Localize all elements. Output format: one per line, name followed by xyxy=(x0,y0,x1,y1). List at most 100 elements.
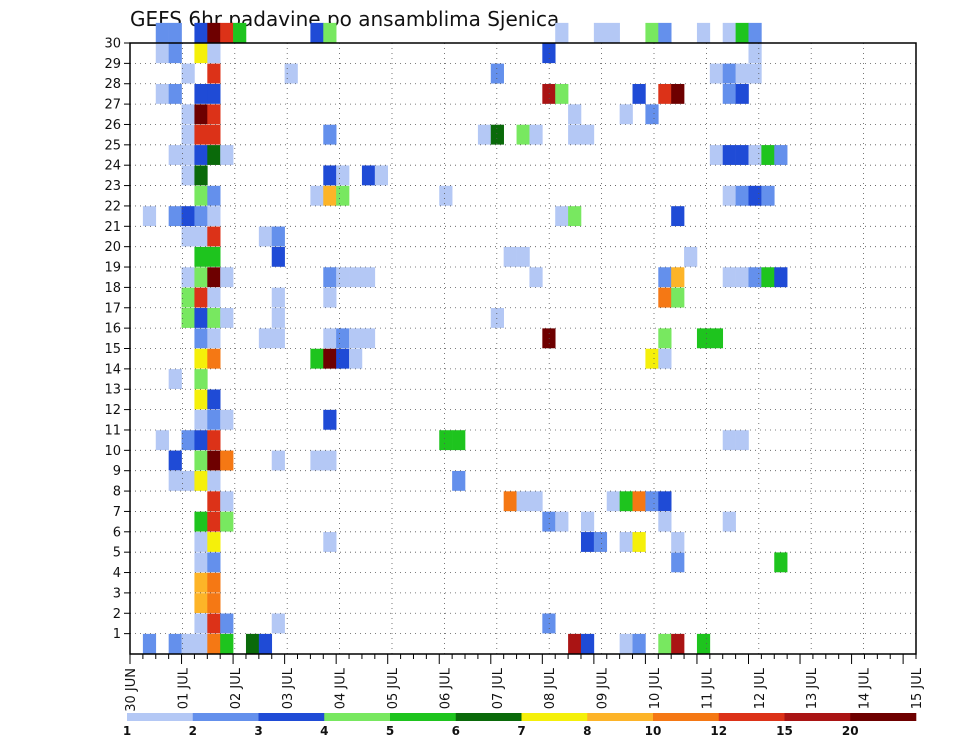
heatmap-cell xyxy=(258,633,273,654)
x-tick-label: 09 JUL xyxy=(596,667,611,709)
heatmap-cell xyxy=(722,145,736,165)
heatmap-cell xyxy=(632,491,646,512)
heatmap-cell xyxy=(181,104,195,125)
heatmap-cell xyxy=(709,63,724,84)
heatmap-cell xyxy=(310,22,324,43)
heatmap-cell xyxy=(632,83,646,104)
heatmap-cell xyxy=(194,43,208,64)
heatmap-cell xyxy=(168,22,182,43)
heatmap-cell xyxy=(555,83,569,104)
y-tick-label: 16 xyxy=(104,322,121,337)
heatmap-cell xyxy=(645,491,659,512)
heatmap-cell xyxy=(181,633,195,654)
heatmap-cell xyxy=(181,430,195,451)
heatmap-cell xyxy=(748,185,762,206)
heatmap-cell xyxy=(155,83,169,104)
heatmap-cell xyxy=(271,226,285,247)
heatmap-cell xyxy=(658,348,672,369)
heatmap-cell xyxy=(310,450,324,471)
y-tick-label: 5 xyxy=(113,546,121,561)
y-tick-label: 13 xyxy=(104,383,121,398)
heatmap-cell xyxy=(774,145,788,165)
heatmap-cell xyxy=(220,145,234,165)
heatmap-cell xyxy=(207,593,221,614)
heatmap-cell xyxy=(323,532,337,552)
heatmap-cell xyxy=(181,470,195,491)
heatmap-cell xyxy=(735,430,749,451)
y-tick-label: 29 xyxy=(104,57,121,72)
heatmap-cell xyxy=(323,165,337,186)
legend-swatch xyxy=(784,713,851,721)
heatmap-cell xyxy=(194,206,208,227)
legend-label: 5 xyxy=(386,724,394,738)
heatmap-cell xyxy=(658,328,672,349)
heatmap-cell xyxy=(490,308,504,328)
heatmap-cell xyxy=(194,165,208,186)
heatmap-cell xyxy=(168,43,182,64)
heatmap-cell xyxy=(207,409,221,430)
heatmap-cell xyxy=(516,124,530,145)
y-tick-label: 21 xyxy=(104,220,121,235)
heatmap-cell xyxy=(207,287,221,308)
heatmap-cell xyxy=(258,328,273,349)
heatmap-cell xyxy=(271,328,285,349)
heatmap-cell xyxy=(529,491,543,512)
heatmap-cell xyxy=(220,633,234,654)
y-tick-label: 8 xyxy=(113,485,121,500)
heatmap-cell xyxy=(658,287,672,308)
x-tick-label: 13 JUL xyxy=(805,667,820,709)
heatmap-cell xyxy=(735,83,749,104)
heatmap-cell xyxy=(194,470,208,491)
legend-swatch xyxy=(324,713,391,721)
y-tick-label: 18 xyxy=(104,281,121,296)
y-axis: 1234567891011121314151617181920212223242… xyxy=(104,37,130,642)
x-tick-label: 12 JUL xyxy=(753,667,768,709)
y-tick-label: 14 xyxy=(104,362,121,377)
heatmap-cell xyxy=(735,145,749,165)
x-tick-label: 30 JUN xyxy=(124,668,139,712)
heatmap-cell xyxy=(709,328,724,349)
heatmap-cell xyxy=(580,633,595,654)
heatmap-cell xyxy=(220,22,234,43)
heatmap-cell xyxy=(439,185,453,206)
heatmap-cell xyxy=(748,63,762,84)
heatmap-cell xyxy=(168,633,182,654)
heatmap-cell xyxy=(452,430,466,451)
heatmap-cell xyxy=(722,83,736,104)
heatmap-cell xyxy=(542,511,556,532)
heatmap-cell xyxy=(181,63,195,84)
heatmap-cell xyxy=(671,206,685,227)
heatmap-cell xyxy=(336,328,350,349)
heatmap-cell xyxy=(207,226,221,247)
heatmap-cell xyxy=(632,532,646,552)
heatmap-cell xyxy=(181,308,195,328)
heatmap-cell xyxy=(207,104,221,125)
legend-swatch xyxy=(718,713,785,721)
heatmap-cell xyxy=(645,22,659,43)
legend-swatch xyxy=(192,713,259,721)
heatmap-cell xyxy=(207,206,221,227)
heatmap-cell xyxy=(194,552,208,573)
heatmap-cell xyxy=(684,246,698,267)
legend-label: 7 xyxy=(517,724,525,738)
legend-label: 3 xyxy=(254,724,262,738)
heatmap-cell xyxy=(194,185,208,206)
heatmap-cell xyxy=(568,206,582,227)
heatmap-cell xyxy=(245,633,260,654)
heatmap-cell xyxy=(555,22,569,43)
heatmap-cell xyxy=(619,532,633,552)
heatmap-cell xyxy=(207,572,221,593)
heatmap-cell xyxy=(761,145,775,165)
heatmap-cell xyxy=(671,532,685,552)
heatmap-cell xyxy=(181,165,195,186)
heatmap-cell xyxy=(568,124,582,145)
heatmap-cell xyxy=(722,267,736,288)
heatmap-cell xyxy=(349,348,363,369)
heatmap-cell xyxy=(323,185,337,206)
heatmap-cell xyxy=(748,267,762,288)
legend-label: 8 xyxy=(583,724,591,738)
y-tick-label: 20 xyxy=(104,240,121,255)
heatmap-cell xyxy=(271,613,285,634)
legend-swatch xyxy=(587,713,654,721)
